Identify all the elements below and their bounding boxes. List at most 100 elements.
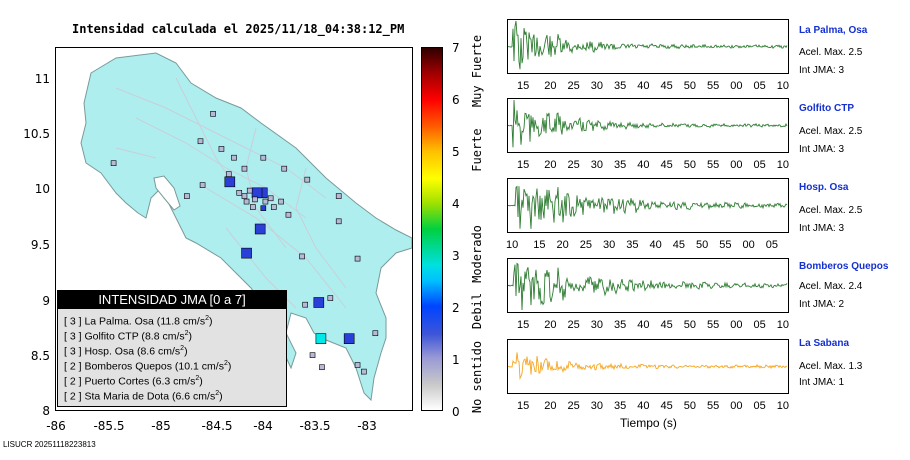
station-marker <box>246 187 253 194</box>
station-marker <box>313 297 325 308</box>
station-marker <box>309 352 316 358</box>
legend-row: [ 3 ] La Palma. Osa (11.8 cm/s2) <box>64 315 213 328</box>
station-int: Int JMA: 3 <box>799 65 845 76</box>
station-marker <box>225 171 232 177</box>
station-marker <box>241 193 248 199</box>
station-marker <box>241 165 248 172</box>
station-acel: Acel. Max. 2.5 <box>799 47 863 58</box>
colorbar-tick: 3 <box>452 249 460 263</box>
waveform-line <box>507 352 788 381</box>
station-marker <box>267 195 274 202</box>
waveform <box>507 262 788 311</box>
colorbar-tick: 0 <box>452 405 460 419</box>
station-acel: Acel. Max. 2.5 <box>799 126 863 137</box>
y-tick: 9.5 <box>30 238 50 252</box>
colorbar-tick: 1 <box>452 353 460 367</box>
legend-row: [ 2 ] Sta Maria de Dota (6.6 cm/s2) <box>64 390 223 403</box>
station-int: Int JMA: 3 <box>799 223 845 234</box>
station-marker <box>315 333 327 344</box>
legend-row: [ 3 ] Hosp. Osa (8.6 cm/s2) <box>64 345 188 358</box>
colorbar-label: Debil <box>470 292 484 330</box>
station-marker <box>210 111 216 117</box>
station-acel: Acel. Max. 1.3 <box>799 361 863 372</box>
costa-rica-map <box>80 52 413 402</box>
intensity-colorbar <box>421 47 443 411</box>
station-marker <box>231 154 237 161</box>
station-marker <box>236 190 243 196</box>
colorbar-label: Moderado <box>470 225 484 283</box>
y-tick: 8 <box>42 404 50 418</box>
y-tick: 11 <box>34 72 50 86</box>
station-marker <box>241 247 252 259</box>
station-acel: Acel. Max. 2.5 <box>799 205 863 216</box>
colorbar-tick: 6 <box>452 93 460 107</box>
trace-time-ticks: 15 20 25 30 35 40 45 50 55 00 05 10 <box>517 400 789 412</box>
station-marker <box>251 187 263 199</box>
x-tick: -85 <box>151 419 171 433</box>
station-marker <box>197 138 204 145</box>
station-marker <box>361 368 367 375</box>
station-marker <box>335 218 342 225</box>
x-tick: -85.5 <box>93 419 125 433</box>
x-tick: -83.5 <box>299 419 331 433</box>
y-tick: 10.5 <box>23 127 50 141</box>
trace-time-ticks: 15 20 25 30 35 40 45 50 55 00 05 10 <box>517 159 789 171</box>
map-title: Intensidad calculada el 2025/11/18_04:38… <box>72 22 405 36</box>
station-marker <box>254 223 266 235</box>
station-marker <box>354 255 361 262</box>
station-marker <box>335 193 342 199</box>
waveform <box>507 20 788 70</box>
station-name: Golfito CTP <box>799 103 854 114</box>
x-tick: -86 <box>46 419 66 433</box>
colorbar-tick: 4 <box>452 197 460 211</box>
seismogram-trace <box>507 339 789 394</box>
station-marker <box>260 154 267 161</box>
station-marker <box>243 198 250 205</box>
intensity-legend: INTENSIDAD JMA [0 a 7] [ 3 ] La Palma. O… <box>57 290 287 407</box>
waveform <box>507 99 788 148</box>
legend-row: [ 2 ] Puerto Cortes (6.3 cm/s2) <box>64 375 203 388</box>
waveform-line <box>507 185 788 229</box>
y-tick: 10 <box>34 182 50 196</box>
station-marker <box>302 301 308 308</box>
station-marker <box>270 204 277 210</box>
x-tick: -84.5 <box>201 419 233 433</box>
station-marker <box>327 295 334 301</box>
legend-row: [ 3 ] Golfito CTP (8.8 cm/s2) <box>64 330 193 343</box>
station-marker <box>252 196 258 203</box>
station-marker <box>319 364 325 371</box>
waveform-line <box>507 99 788 148</box>
colorbar-tick: 5 <box>452 145 460 159</box>
station-layer <box>110 111 379 375</box>
station-marker <box>184 193 190 199</box>
station-int: Int JMA: 3 <box>799 144 845 155</box>
station-name: La Palma, Osa <box>799 25 868 36</box>
station-marker <box>218 146 225 152</box>
legend-row: [ 2 ] Bomberos Quepos (10.1 cm/s2) <box>64 360 232 373</box>
trace-time-ticks: 15 20 25 30 35 40 45 50 55 00 05 10 <box>517 319 789 331</box>
seismogram-trace <box>507 258 789 313</box>
colorbar-label: No sentido <box>470 340 484 414</box>
station-marker <box>343 333 355 344</box>
station-marker <box>278 198 284 205</box>
legend-header: INTENSIDAD JMA [0 a 7] <box>58 291 286 309</box>
time-axis-title: Tiempo (s) <box>620 416 677 430</box>
seismogram-trace <box>507 19 789 74</box>
station-int: Int JMA: 1 <box>799 377 845 388</box>
station-marker <box>260 205 267 211</box>
seismogram-trace <box>507 98 789 153</box>
footer-id: LISUCR 20251118223813 <box>3 440 96 449</box>
station-marker <box>262 198 269 205</box>
station-marker <box>285 211 292 218</box>
waveform <box>507 185 788 229</box>
x-tick: -83 <box>357 419 377 433</box>
station-marker <box>110 160 117 166</box>
colorbar-label: Muy Fuerte <box>470 34 484 108</box>
station-marker <box>299 253 305 260</box>
station-acel: Acel. Max. 2.4 <box>799 281 863 292</box>
colorbar-tick: 2 <box>452 301 460 315</box>
y-tick: 8.5 <box>30 349 50 363</box>
station-marker <box>281 165 288 172</box>
nicoya-gulf <box>153 175 181 211</box>
trace-time-ticks: 15 20 25 30 35 40 45 50 55 00 05 10 <box>517 80 789 92</box>
